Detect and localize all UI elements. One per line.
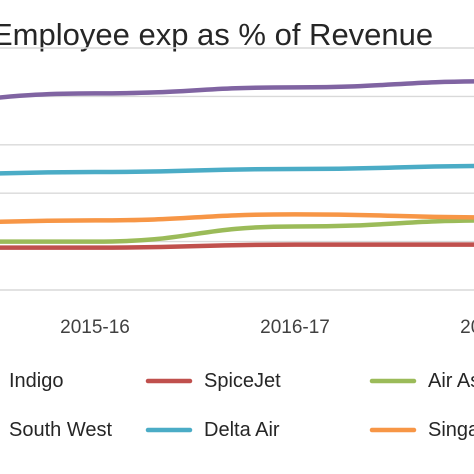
series-line-air-asia — [0, 218, 474, 244]
legend-label: Indigo — [9, 370, 64, 392]
legend-label: South West — [9, 419, 112, 441]
legend-item-delta-air: Delta Air — [145, 419, 280, 441]
series-line-south-west — [0, 79, 474, 100]
legend-label: SpiceJet — [204, 370, 281, 392]
legend-label: Delta Air — [204, 419, 280, 441]
legend-item-spicejet: SpiceJet — [145, 370, 281, 392]
x-tick-label: 2016-17 — [260, 317, 330, 338]
x-tick-label: 2017-18 — [460, 317, 474, 338]
series-line-delta-air — [0, 163, 474, 176]
series-lines — [0, 79, 474, 250]
series-line-spicejet — [0, 242, 474, 250]
legend-label: Singapore Air — [428, 419, 474, 441]
x-tick-label: 2015-16 — [60, 317, 130, 338]
chart-title: Employee exp as % of Revenue — [0, 17, 433, 52]
legend-item-indigo: Indigo — [9, 370, 64, 392]
legend-item-air-asia: Air Asia — [369, 370, 474, 392]
series-line-singapore-air — [0, 212, 474, 225]
legend: Indigo SpiceJet Air Asia South West Delta Ai… — [9, 370, 474, 441]
legend-item-south-west: South West — [9, 419, 112, 441]
legend-label: Air Asia — [428, 370, 474, 392]
legend-item-singapore-air: Singapore Air — [369, 419, 474, 441]
